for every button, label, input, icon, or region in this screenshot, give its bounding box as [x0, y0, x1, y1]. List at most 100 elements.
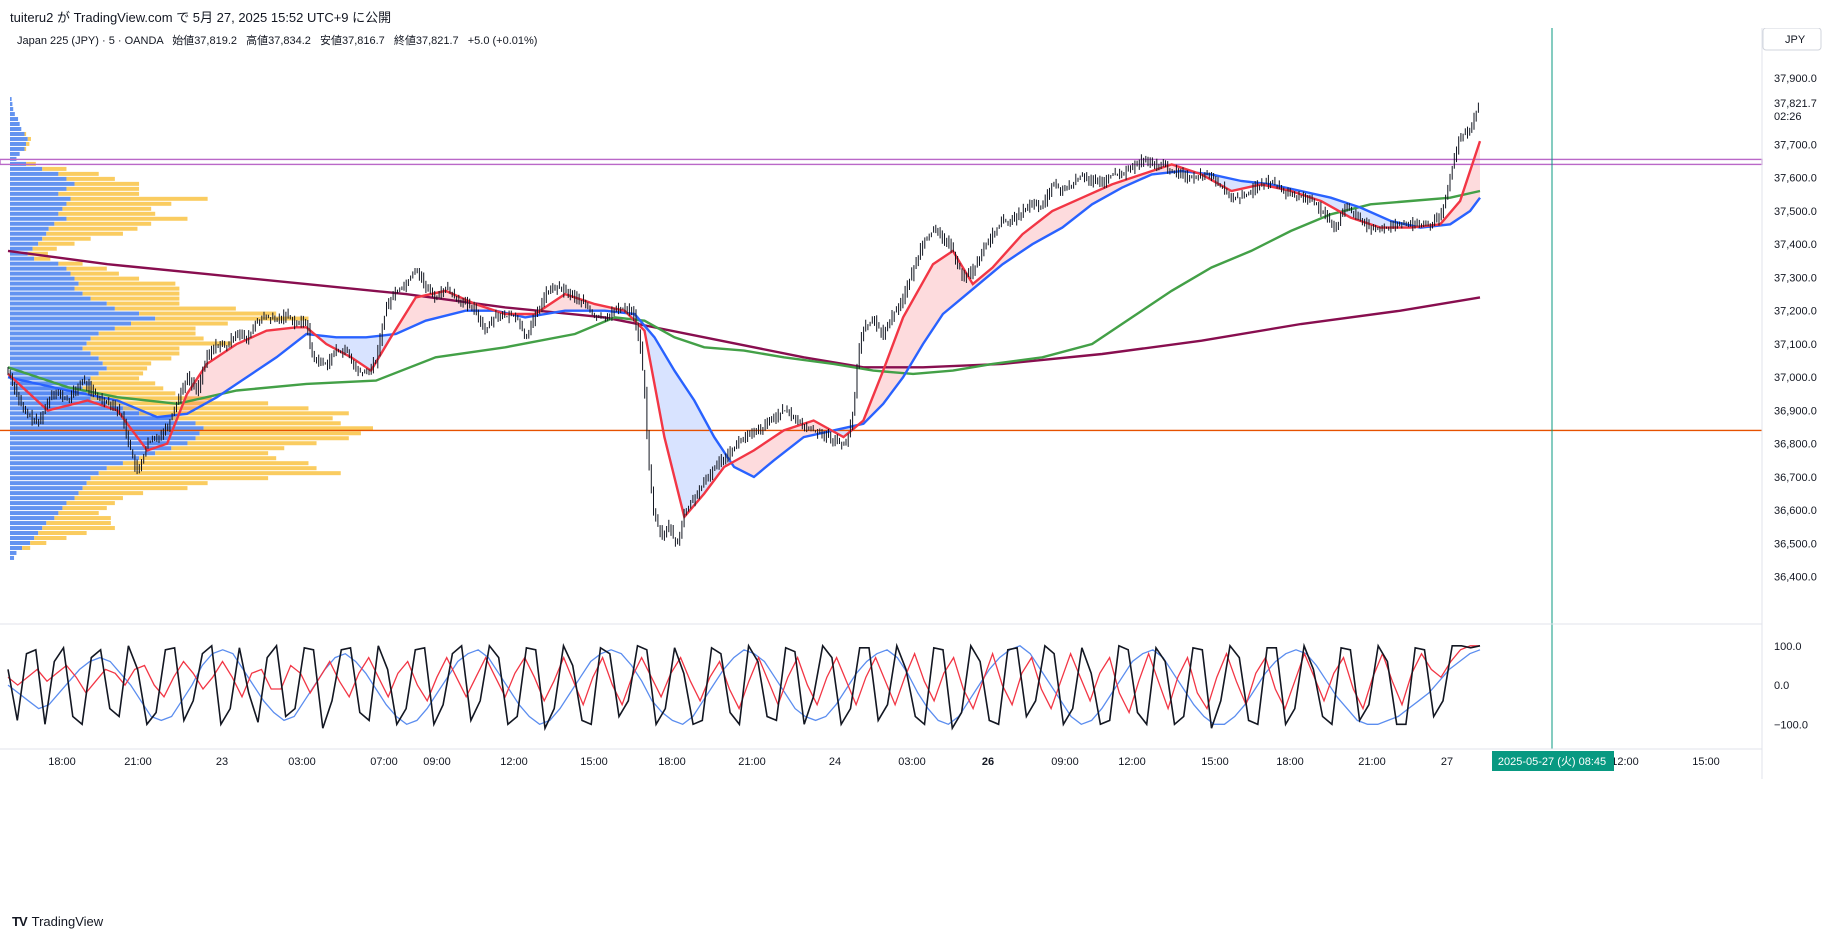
indicator-lines [0, 28, 1763, 749]
vp-down-bar [58, 211, 156, 216]
vp-up-bar [10, 371, 99, 376]
vp-up-bar [10, 376, 91, 381]
vp-down-bar [30, 540, 47, 545]
vp-down-bar [38, 241, 75, 246]
currency-box[interactable]: JPY [1762, 27, 1822, 51]
vp-up-bar [10, 281, 79, 286]
bear-fill [16, 379, 180, 451]
currency-box-bg [1762, 27, 1822, 51]
vp-up-bar [10, 366, 107, 371]
vp-down-bar [187, 441, 317, 446]
vp-up-bar [10, 176, 67, 181]
vp-down-bar [199, 431, 361, 436]
vp-down-bar [48, 226, 138, 231]
legend-open-label: 始値 [172, 33, 194, 47]
vp-down-bar [155, 451, 269, 456]
vp-up-bar [10, 141, 27, 146]
price-tick-label: 37,400.0 [1774, 239, 1817, 251]
ma-200-line [7, 249, 1481, 369]
vp-up-bar [10, 276, 75, 281]
vp-down-bar [139, 311, 277, 316]
vp-up-bar [10, 426, 204, 431]
vp-down-bar [66, 186, 140, 191]
time-tick-label: 15:00 [1201, 756, 1229, 768]
osc-tick-label: −100.0 [1774, 719, 1808, 731]
price-tick-label: 36,500.0 [1774, 538, 1817, 550]
time-tick-label: 12:00 [1118, 756, 1146, 768]
vp-down-bar [58, 191, 140, 196]
vp-up-bar [10, 550, 17, 555]
vp-down-bar [90, 396, 212, 401]
price-tick-label: 37,700.0 [1774, 139, 1817, 151]
vp-down-bar [38, 531, 87, 536]
vp-up-bar [10, 131, 25, 136]
vp-down-bar [106, 366, 148, 371]
vp-down-bar [86, 481, 208, 486]
vp-down-bar [106, 301, 180, 306]
vp-down-bar [74, 286, 180, 291]
legend-symbol: Japan 225 (JPY) · 5 · OANDA [17, 35, 164, 47]
vp-down-bar [24, 146, 27, 151]
vp-down-bar [22, 545, 31, 550]
oscillator-pane [7, 642, 1481, 732]
vp-up-bar [10, 491, 79, 496]
vp-up-bar [10, 391, 87, 396]
tradingview-logo[interactable]: TV TradingView [12, 914, 103, 929]
vp-up-bar [10, 436, 196, 441]
time-tick-label: 18:00 [1276, 756, 1304, 768]
vp-down-bar [42, 166, 67, 171]
legend-open: 37,819.2 [194, 35, 237, 47]
legend-change: +5.0 (+0.01%) [468, 35, 538, 47]
vp-up-bar [10, 291, 83, 296]
vp-up-bar [10, 461, 123, 466]
time-tick-label: 24 [829, 756, 841, 768]
vp-down-bar [27, 136, 31, 141]
legend-close: 37,821.7 [416, 35, 459, 47]
time-tick-label: 21:00 [1358, 756, 1386, 768]
vp-up-bar [10, 271, 71, 276]
vp-down-bar [26, 141, 30, 146]
vp-up-bar [10, 136, 28, 141]
bear-fill [628, 313, 733, 517]
bull-fill [179, 327, 319, 415]
vp-down-bar [90, 336, 204, 341]
vp-up-bar [10, 241, 39, 246]
time-tick-label: 18:00 [48, 756, 76, 768]
vp-down-bar [122, 461, 309, 466]
vp-down-bar [82, 386, 164, 391]
time-tick-label: 03:00 [288, 756, 316, 768]
cursor-time-label: 2025-05-27 (火) 08:45 [1498, 756, 1606, 768]
current-price-label: 37,821.7 [1774, 98, 1817, 110]
vp-down-bar [78, 491, 144, 496]
vp-down-bar [90, 476, 269, 481]
vp-up-bar [10, 236, 43, 241]
vp-up-bar [10, 266, 67, 271]
vp-up-bar [10, 112, 15, 117]
vp-up-bar [10, 286, 75, 291]
vp-down-bar [66, 501, 115, 506]
vp-up-bar [10, 416, 172, 421]
tv-logo-icon: TV [12, 914, 28, 929]
price-tick-label: 37,900.0 [1774, 73, 1817, 85]
vp-down-bar [74, 181, 140, 186]
vp-down-bar [90, 376, 140, 381]
vp-down-bar [42, 526, 115, 531]
currency-label: JPY [1785, 34, 1806, 46]
vp-up-bar [10, 356, 99, 361]
vp-up-bar [10, 311, 140, 316]
vp-up-bar [10, 306, 115, 311]
vp-up-bar [10, 251, 28, 256]
vp-down-bar [122, 406, 309, 411]
chart-svg[interactable]: 36,400.0 36,500.0 36,600.0 36,700.0 36,800.0… [0, 27, 1835, 908]
chart-frame[interactable]: 36,400.0 36,500.0 36,600.0 36,700.0 36,800.0… [0, 27, 1835, 908]
legend-high-label: 高値 [246, 33, 268, 47]
vp-up-bar [10, 511, 59, 516]
vp-down-bar [86, 341, 232, 346]
ma-mid-line [7, 169, 1481, 479]
vp-up-bar [10, 196, 71, 201]
vp-down-bar [114, 306, 236, 311]
price-tick-label: 36,800.0 [1774, 439, 1817, 451]
vp-up-bar [10, 516, 55, 521]
vp-down-bar [82, 291, 180, 296]
vp-down-bar [82, 486, 188, 491]
